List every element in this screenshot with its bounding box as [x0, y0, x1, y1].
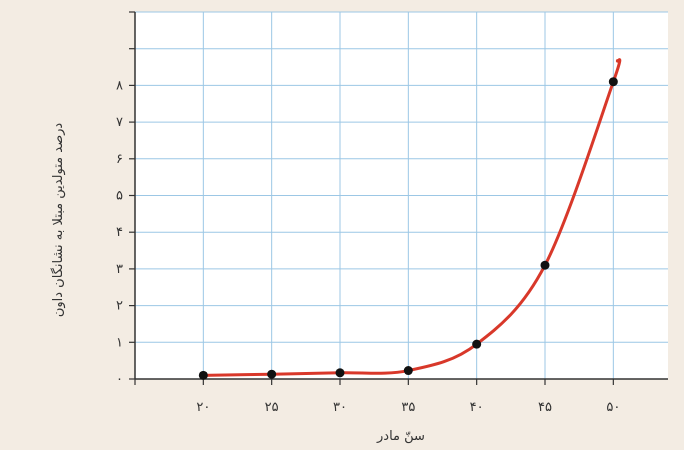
data-point [335, 368, 345, 378]
y-tick-label: ۸ [116, 78, 123, 93]
x-tick-label: ۴۰ [470, 400, 484, 415]
x-tick-label: ۳۰ [333, 400, 347, 415]
series-line [201, 58, 622, 377]
data-point [198, 370, 208, 380]
y-tick-label: ۲ [116, 299, 123, 314]
y-tick-label: ۳ [116, 262, 123, 277]
x-axis-title: سنّ مادر [376, 429, 425, 444]
data-point [608, 77, 618, 87]
data-points [198, 77, 618, 380]
y-tick-label: ۰ [116, 372, 123, 387]
y-tick-label: ۱ [116, 335, 123, 350]
x-tick-label: ۲۰ [196, 400, 210, 415]
y-tick-label: ۷ [116, 115, 123, 130]
x-axis-ticks: ۲۰ ۲۵ ۳۰ ۳۵ ۴۰ ۴۵ ۵۰ [134, 379, 620, 415]
x-tick-label: ۲۵ [265, 400, 279, 415]
y-tick-label: ۴ [116, 225, 123, 240]
data-point [403, 366, 413, 376]
y-tick-label: ۶ [116, 152, 123, 167]
y-tick-label: ۵ [116, 189, 123, 204]
y-axis-ticks: ۰ ۱ ۲ ۳ ۴ ۵ ۶ ۷ ۸ [116, 11, 135, 387]
data-point [540, 260, 550, 270]
data-point [472, 339, 482, 349]
x-tick-label: ۴۵ [538, 400, 552, 415]
y-axis-title: درصد متولدین مبتلا به نشانگان داون [50, 123, 66, 318]
x-tick-label: ۵۰ [606, 400, 620, 415]
x-tick-label: ۳۵ [401, 400, 415, 415]
data-point [267, 369, 277, 379]
